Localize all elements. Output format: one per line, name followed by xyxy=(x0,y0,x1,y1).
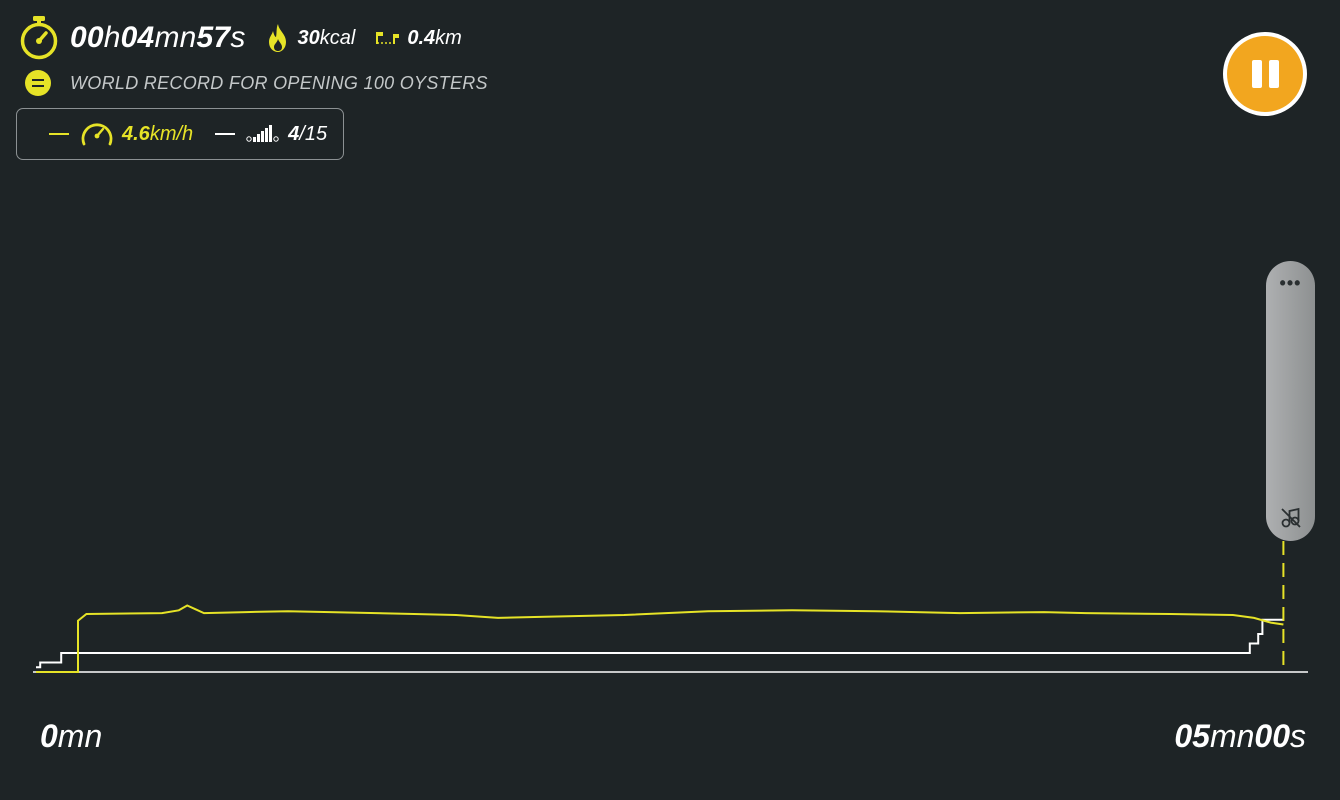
x-end-minutes-unit: mn xyxy=(1210,718,1254,754)
x-end-minutes: 05 xyxy=(1174,718,1210,754)
level-series-line xyxy=(36,620,1283,668)
x-axis-start-label: 0mn xyxy=(40,718,102,755)
x-axis-end-label: 05mn00s xyxy=(1174,718,1306,755)
speed-series-line xyxy=(36,606,1283,673)
x-end-seconds-unit: s xyxy=(1290,718,1306,754)
more-dots-icon[interactable]: ••• xyxy=(1266,275,1315,291)
side-panel[interactable]: ••• xyxy=(1266,261,1315,541)
x-start-value: 0 xyxy=(40,718,58,754)
x-end-seconds: 00 xyxy=(1254,718,1290,754)
x-start-unit: mn xyxy=(58,718,102,754)
music-off-icon[interactable] xyxy=(1279,506,1303,530)
